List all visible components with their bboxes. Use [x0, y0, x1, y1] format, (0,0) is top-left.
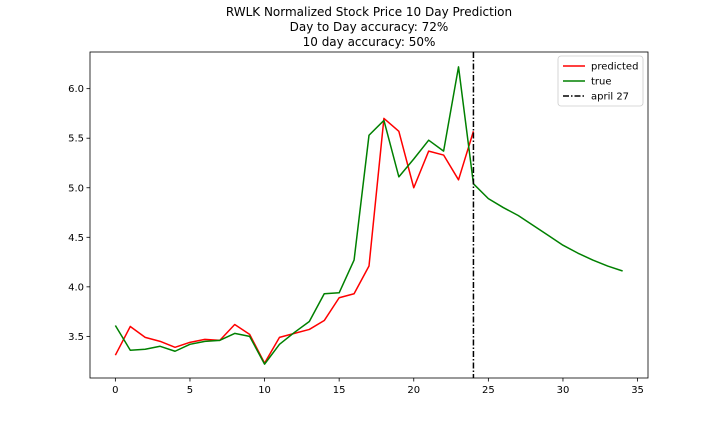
legend-label-predicted: predicted: [591, 62, 638, 73]
y-tick-label: 5.0: [68, 183, 84, 194]
chart-subtitle-1: Day to Day accuracy: 72%: [290, 20, 449, 34]
chart-title: RWLK Normalized Stock Price 10 Day Predi…: [226, 5, 512, 19]
x-tick-label: 20: [407, 385, 420, 396]
x-tick-label: 30: [557, 385, 570, 396]
x-tick-label: 10: [258, 385, 271, 396]
legend-label-true: true: [591, 77, 612, 88]
chart-subtitle-2: 10 day accuracy: 50%: [303, 35, 436, 49]
x-axis: 0 5 10 15 20 25 30 35: [112, 378, 644, 396]
x-tick-label: 0: [112, 385, 118, 396]
y-tick-label: 6.0: [68, 84, 84, 95]
y-axis: 3.5 4.0 4.5 5.0 5.5 6.0: [68, 84, 90, 343]
x-tick-label: 35: [631, 385, 644, 396]
legend: predicted true april 27: [557, 55, 644, 107]
legend-label-april-27: april 27: [591, 92, 629, 103]
x-tick-label: 15: [333, 385, 346, 396]
plot-area: [89, 51, 649, 379]
y-tick-label: 3.5: [68, 332, 84, 343]
y-tick-label: 4.5: [68, 233, 84, 244]
series-line-true: [114, 66, 623, 365]
series-layer: [114, 66, 623, 365]
x-tick-label: 25: [482, 385, 495, 396]
series-line-predicted: [114, 117, 475, 364]
y-tick-label: 4.0: [68, 282, 84, 293]
y-tick-label: 5.5: [68, 134, 84, 145]
legend-box: [557, 55, 644, 107]
x-tick-label: 5: [187, 385, 193, 396]
